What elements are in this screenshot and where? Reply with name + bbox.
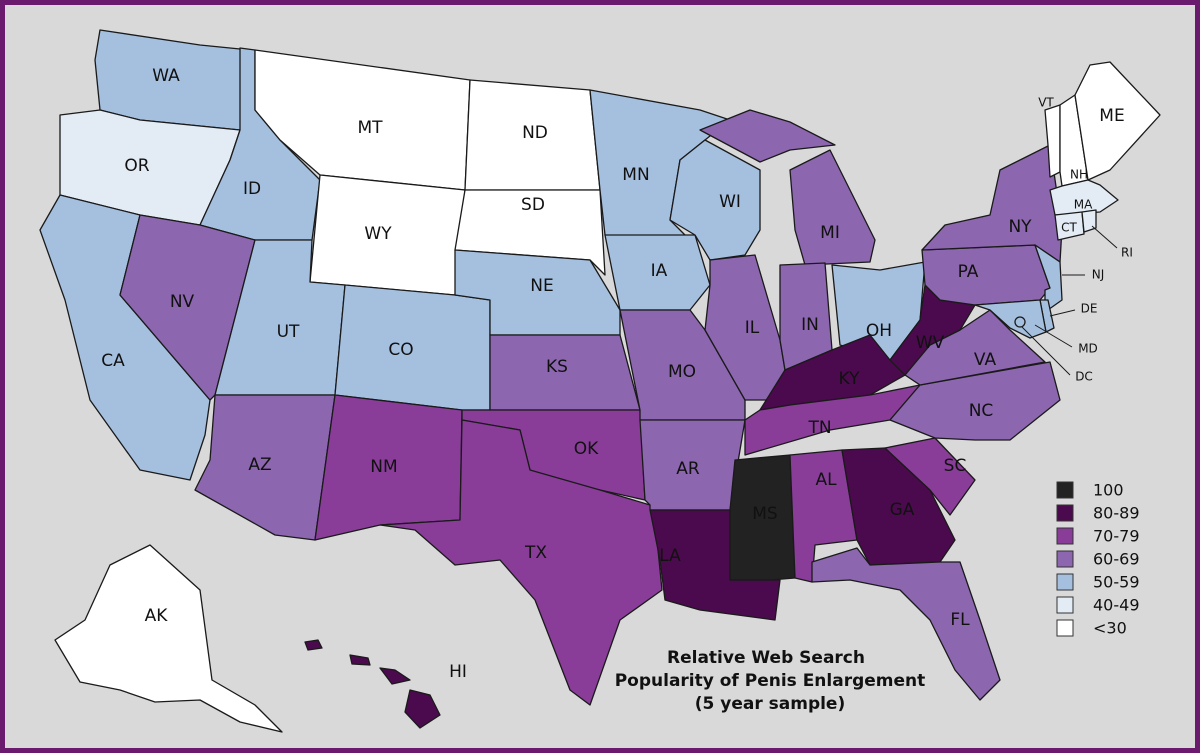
state-shape: [349, 654, 371, 666]
state-label: OH: [866, 321, 892, 341]
legend-swatch: [1056, 596, 1074, 614]
state-label: PA: [958, 262, 979, 282]
state-label: KS: [546, 357, 568, 377]
state-shape: [1054, 211, 1085, 241]
state-label: NJ: [1092, 268, 1105, 282]
state-shape: [1081, 209, 1097, 233]
state-label: TN: [807, 418, 831, 438]
state-label: MA: [1074, 198, 1093, 212]
state-label: GA: [890, 500, 915, 520]
state-label: MO: [668, 362, 696, 382]
state-label: RI: [1121, 246, 1133, 260]
state-shape: [921, 244, 1051, 306]
state-shape: [379, 419, 663, 706]
legend-label: 100: [1093, 481, 1124, 500]
state-shape: [669, 139, 761, 261]
state-labels: WA OR CA ID NV MT WY UT CO AZ NM ND SD N…: [101, 66, 1133, 682]
title: Relative Web Search Popularity of Penis …: [615, 648, 926, 714]
state-label: ID: [243, 179, 261, 199]
state-label: MS: [752, 504, 777, 524]
state-label: FL: [950, 610, 970, 630]
state-label: UT: [277, 322, 300, 342]
state-shape: [789, 149, 876, 266]
state-shape: [1044, 104, 1061, 178]
state-label: SD: [521, 195, 545, 215]
state-label: ME: [1099, 106, 1124, 126]
state-label: NE: [530, 276, 553, 296]
state-label: HI: [449, 662, 467, 682]
legend-swatch: [1056, 619, 1074, 637]
legend-swatch: [1056, 527, 1074, 545]
state-shape: [404, 689, 441, 729]
state-label: IN: [801, 315, 819, 335]
states: [39, 29, 1161, 733]
state-label: DC: [1075, 370, 1093, 384]
state-shape: [974, 299, 1047, 339]
state-label: OK: [574, 439, 599, 459]
legend-label: 60-69: [1093, 550, 1140, 569]
state-label: CA: [101, 351, 125, 371]
state-label: SC: [944, 456, 967, 476]
legend-label: <30: [1093, 619, 1127, 638]
state-label: CO: [388, 340, 413, 360]
state-label: VA: [974, 350, 997, 370]
state-shape: [1014, 316, 1026, 328]
state-shape: [619, 309, 746, 421]
state-label: KY: [839, 369, 861, 389]
leader-lines: [1021, 225, 1118, 376]
state-label: LA: [659, 546, 681, 566]
legend-swatch: [1056, 481, 1074, 499]
state-label: NH: [1070, 168, 1088, 182]
title-line: Relative Web Search: [667, 648, 865, 668]
state-label: AZ: [248, 455, 271, 475]
legend-swatch: [1056, 550, 1074, 568]
state-label: NC: [969, 401, 994, 421]
state-shape: [604, 234, 711, 311]
state-label: AR: [676, 459, 700, 479]
state-label: NV: [170, 292, 195, 312]
state-shape: [454, 189, 606, 276]
state-label: DE: [1081, 302, 1098, 316]
state-label: MD: [1078, 342, 1098, 356]
state-label: CT: [1061, 221, 1077, 235]
state-label: IL: [745, 318, 760, 338]
legend-swatch: [1056, 573, 1074, 591]
state-label: ND: [522, 123, 548, 143]
state-shape: [379, 667, 411, 685]
legend: 100 80-89 70-79 60-69 50-59 40-49 <30: [1056, 481, 1140, 638]
state-label: WV: [916, 333, 945, 353]
state-label: WA: [152, 66, 180, 86]
state-shape: [811, 547, 1001, 701]
state-shape: [54, 544, 283, 733]
state-label: TX: [524, 543, 547, 563]
state-label: NM: [370, 457, 397, 477]
state-label: WY: [364, 224, 392, 244]
state-shape: [889, 361, 1061, 441]
state-label: OR: [124, 156, 149, 176]
title-line: Popularity of Penis Enlargement: [615, 671, 926, 691]
legend-swatch: [1056, 504, 1074, 522]
legend-label: 80-89: [1093, 504, 1140, 523]
state-label: IA: [651, 261, 668, 281]
title-line: (5 year sample): [695, 694, 846, 714]
state-shape: [304, 639, 323, 651]
state-shape: [884, 437, 976, 516]
state-label: NY: [1008, 217, 1032, 237]
state-label: WI: [719, 192, 741, 212]
legend-label: 40-49: [1093, 596, 1140, 615]
state-shape: [699, 109, 836, 163]
legend-label: 70-79: [1093, 527, 1140, 546]
state-label: AK: [145, 606, 169, 626]
state-label: MI: [820, 223, 840, 243]
state-label: MT: [357, 118, 383, 138]
legend-label: 50-59: [1093, 573, 1140, 592]
state-label: VT: [1038, 96, 1054, 110]
state-label: AL: [815, 470, 837, 490]
state-label: MN: [622, 165, 649, 185]
